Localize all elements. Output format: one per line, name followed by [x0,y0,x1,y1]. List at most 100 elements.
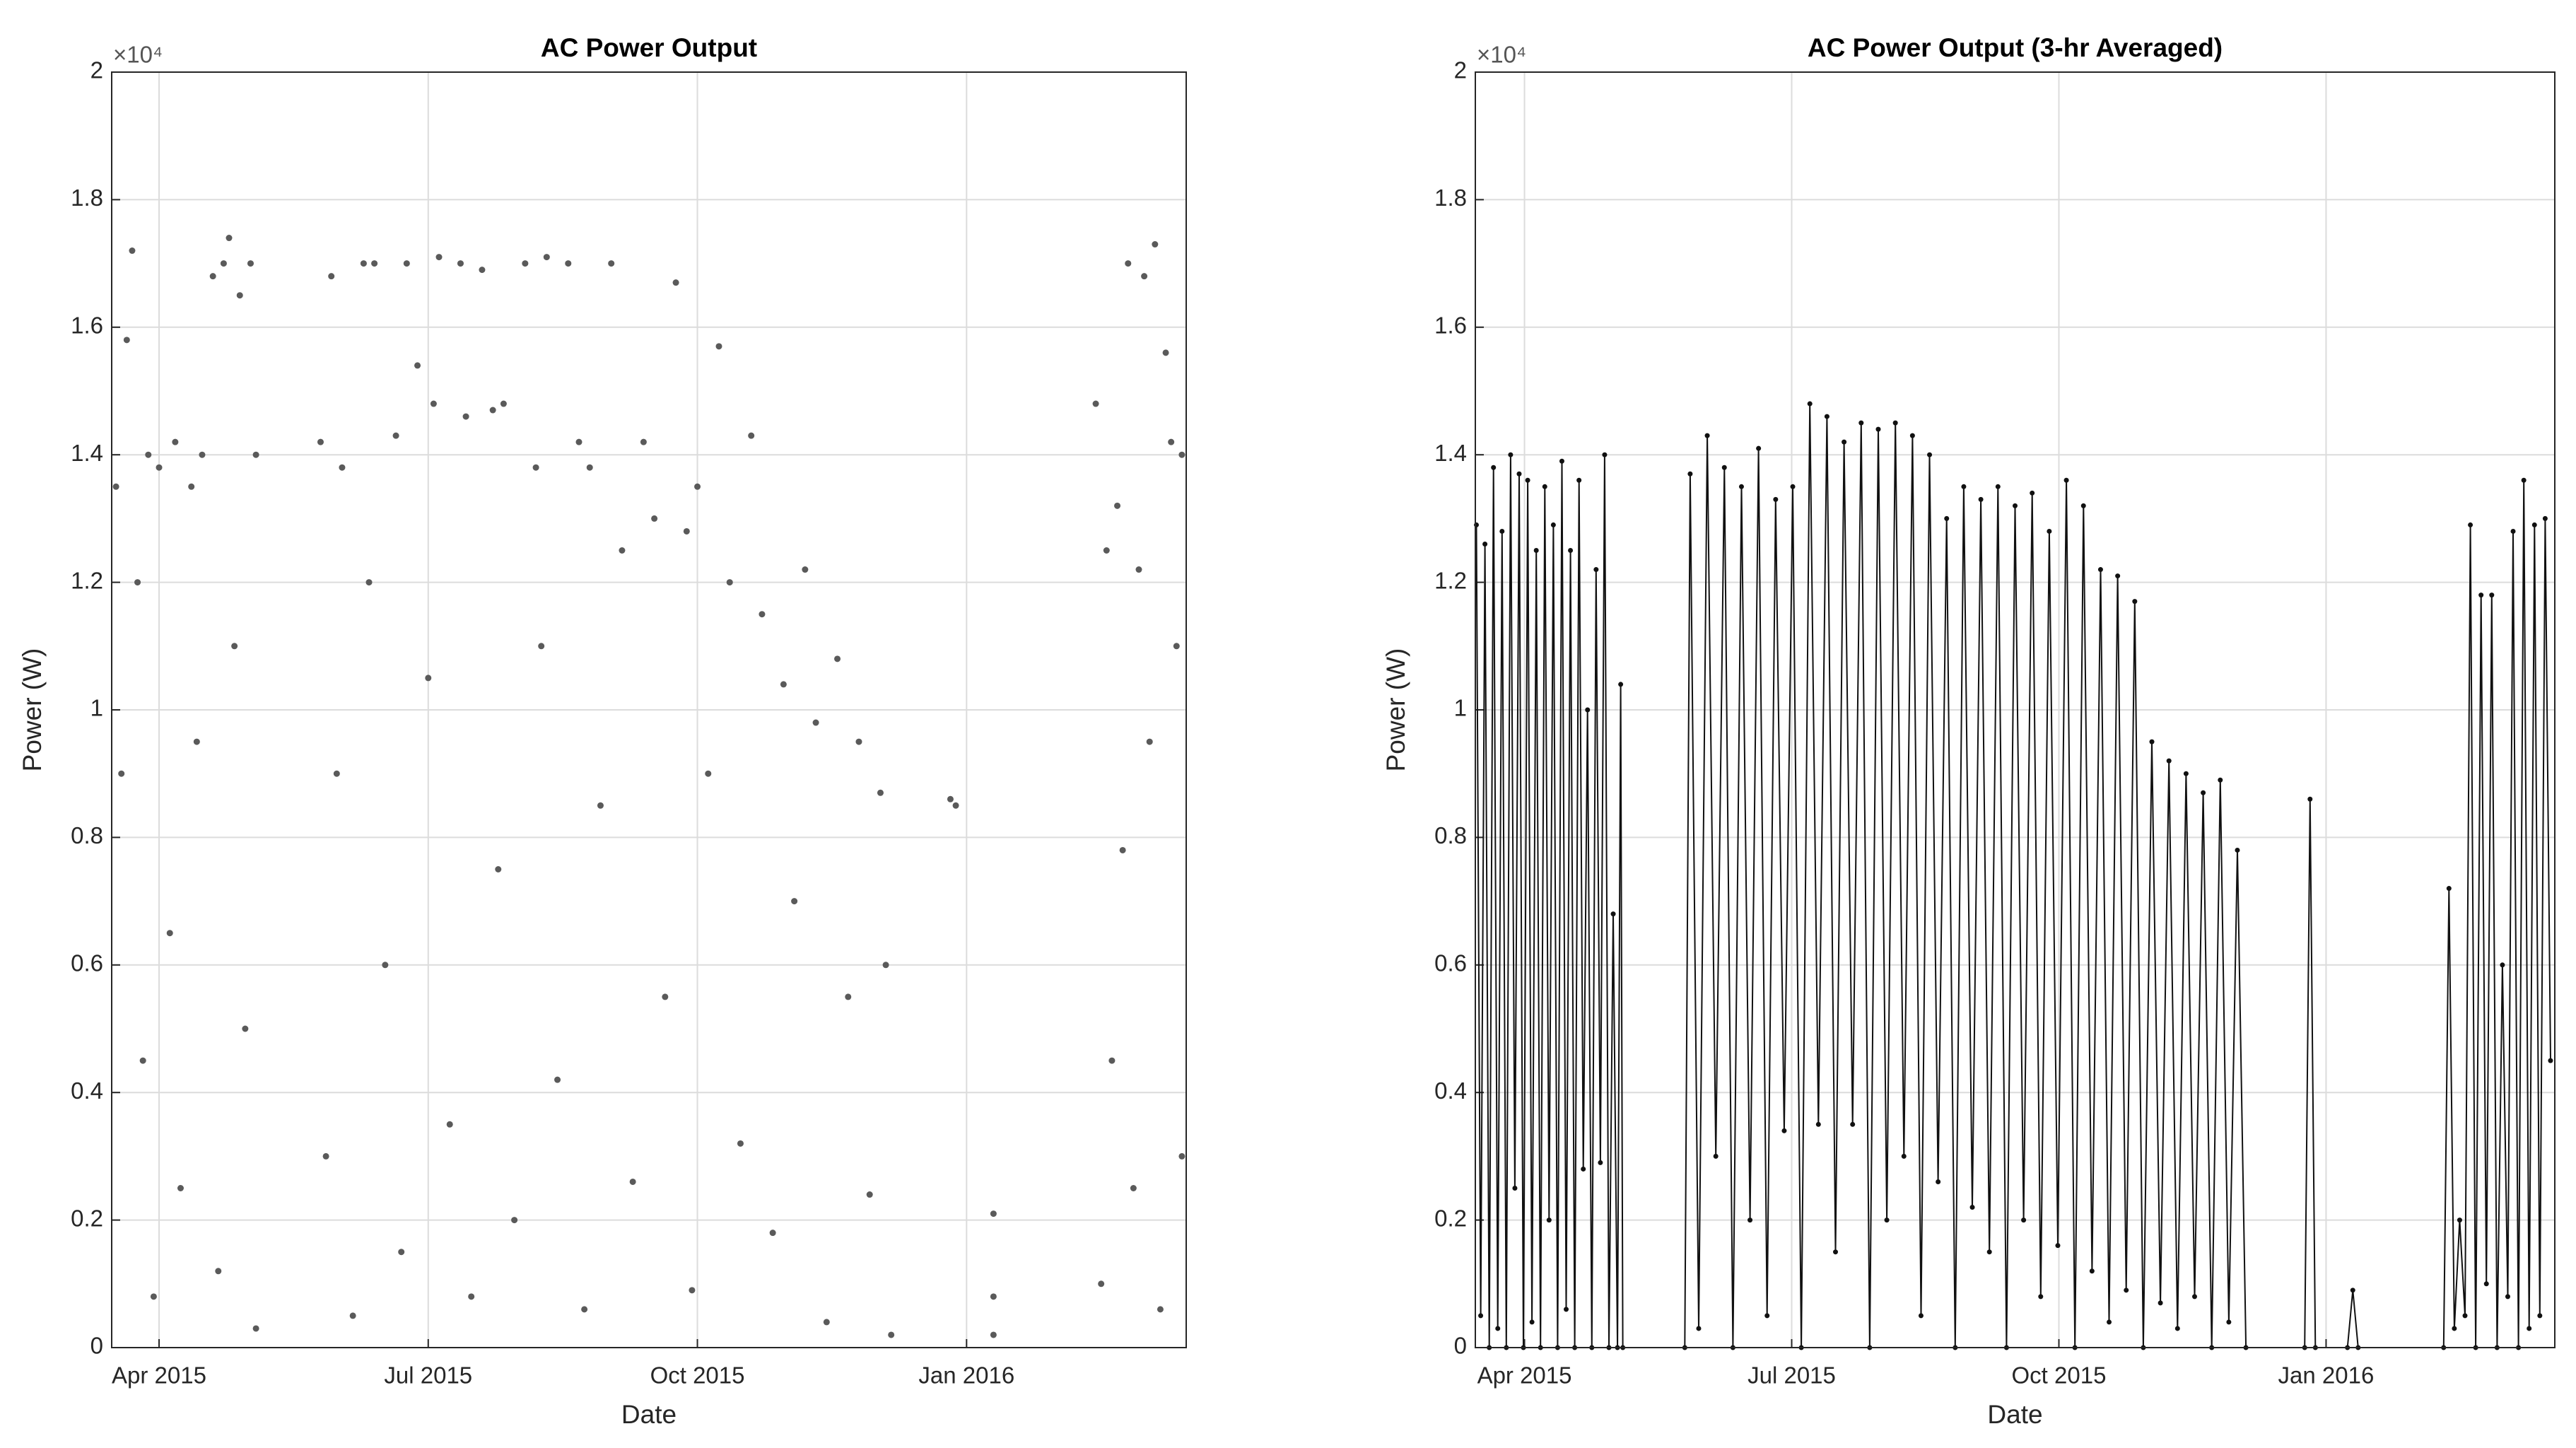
y-tick-label: 0.8 [1434,822,1467,848]
point [705,770,712,777]
y-tick-label: 1.8 [71,185,103,211]
point [888,1331,895,1338]
point [1178,451,1185,458]
point [414,362,421,369]
marker [1581,1166,1586,1172]
marker [1824,414,1829,419]
point [737,1140,744,1147]
y-axis-label: Power (W) [18,648,47,772]
chart-title: AC Power Output (3-hr Averaged) [1808,33,2223,62]
point [543,254,550,261]
y-tick-label: 1.2 [1434,567,1467,593]
point [1162,349,1169,356]
marker [2174,1326,2180,1331]
marker [1525,477,1530,483]
marker [2307,796,2313,802]
x-tick-label: Jul 2015 [384,1362,472,1389]
point [748,432,755,439]
point [252,451,259,458]
marker [2080,503,2086,508]
y-tick-label: 0.8 [71,822,103,848]
point [538,643,545,650]
y-axis-label: Power (W) [1381,648,1410,772]
marker [1833,1249,1839,1255]
marker [1986,1249,1992,1255]
point [990,1210,997,1218]
y-tick-label: 0.6 [1434,950,1467,976]
marker [2218,777,2223,783]
marker [2489,592,2495,598]
marker [1892,420,1898,426]
marker [1773,496,1779,502]
x-tick-label: Jul 2015 [1747,1362,1836,1389]
point [236,292,243,299]
marker [2055,1243,2061,1249]
point [468,1293,475,1300]
point [166,930,173,937]
marker [2158,1300,2163,1306]
y-tick-label: 1.6 [71,313,103,339]
point [500,400,507,407]
marker [1499,528,1505,534]
point [581,1306,588,1313]
point [726,579,733,586]
marker [1564,1307,1569,1312]
point [759,611,766,618]
point [1108,1057,1116,1064]
marker [2548,1058,2553,1063]
marker [1918,1313,1924,1319]
marker [1858,420,1864,426]
point [532,464,539,471]
point [662,993,669,1000]
point [672,279,679,286]
marker [1713,1153,1719,1159]
point [694,483,701,490]
point [802,566,809,573]
marker [1901,1153,1907,1159]
point [193,738,200,745]
marker [1961,484,1967,489]
marker [2510,528,2516,534]
point [360,260,367,267]
marker [2452,1326,2457,1331]
point [123,337,130,344]
point [619,547,626,554]
marker [2478,592,2484,598]
point [575,438,582,445]
marker [1747,1218,1753,1223]
marker [1687,471,1693,477]
marker [2132,599,2138,605]
point [990,1331,997,1338]
point [1098,1280,1105,1288]
point [209,273,216,280]
marker [1781,1128,1787,1133]
point [683,527,690,535]
marker [1738,484,1744,489]
marker [1546,1218,1552,1223]
point [403,260,410,267]
axes-box [111,71,1187,1348]
y-tick-label: 0.6 [71,950,103,976]
point [866,1191,873,1198]
point [882,962,889,969]
point [495,866,502,872]
point [877,789,884,796]
marker [1944,515,1950,521]
marker [2521,477,2527,483]
y-tick-label: 0.4 [71,1078,103,1104]
marker [1764,1313,1770,1319]
y-tick-label: 1.2 [71,567,103,593]
y-tick-label: 1.8 [1434,185,1467,211]
point [1168,438,1175,445]
marker [2191,1294,2197,1300]
marker [2021,1218,2027,1223]
point [317,438,324,445]
marker [1790,484,1796,489]
marker [2107,1319,2112,1325]
point [382,962,389,969]
subplot: 0 0.2 0.4 0.6 0.8 1 1.2 1.4 1.6 1.8 2 Apr 2015 Jul 2… [1381,33,2555,1429]
point [1130,1185,1137,1191]
marker [1593,567,1599,573]
marker [2468,522,2473,527]
